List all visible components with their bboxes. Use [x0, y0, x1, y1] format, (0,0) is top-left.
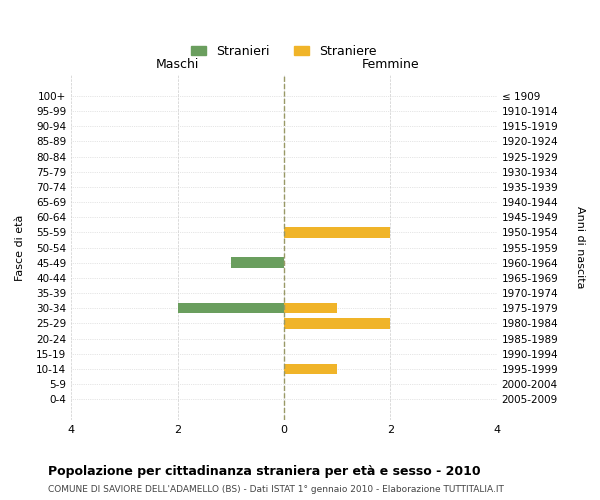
- Y-axis label: Fasce di età: Fasce di età: [15, 214, 25, 280]
- Bar: [231, 258, 284, 268]
- Text: Popolazione per cittadinanza straniera per età e sesso - 2010: Popolazione per cittadinanza straniera p…: [48, 465, 481, 478]
- Y-axis label: Anni di nascita: Anni di nascita: [575, 206, 585, 289]
- Bar: [284, 303, 337, 314]
- Bar: [178, 303, 284, 314]
- Text: Femmine: Femmine: [362, 58, 419, 71]
- Bar: [284, 227, 391, 237]
- Legend: Stranieri, Straniere: Stranieri, Straniere: [186, 40, 382, 63]
- Bar: [284, 364, 337, 374]
- Bar: [284, 318, 391, 328]
- Text: COMUNE DI SAVIORE DELL'ADAMELLO (BS) - Dati ISTAT 1° gennaio 2010 - Elaborazione: COMUNE DI SAVIORE DELL'ADAMELLO (BS) - D…: [48, 485, 504, 494]
- Text: Maschi: Maschi: [156, 58, 199, 71]
